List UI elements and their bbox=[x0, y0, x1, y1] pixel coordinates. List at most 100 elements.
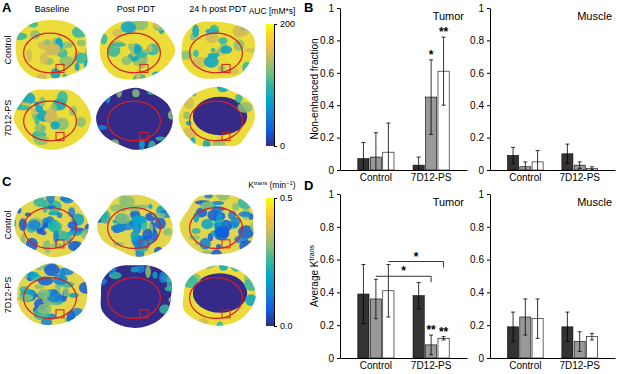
tumor-contour bbox=[24, 101, 77, 141]
text-segment: trans bbox=[308, 244, 315, 260]
map-texture bbox=[245, 294, 257, 306]
map-texture bbox=[68, 241, 82, 251]
x-tick: 7D12-PS bbox=[411, 358, 452, 371]
error-bar bbox=[442, 37, 446, 105]
map-texture bbox=[50, 121, 59, 129]
map-texture bbox=[131, 267, 139, 273]
map-texture bbox=[203, 140, 211, 148]
map-texture bbox=[130, 231, 138, 241]
plot-area bbox=[508, 299, 598, 358]
map-texture bbox=[122, 56, 132, 65]
error-bar bbox=[374, 133, 378, 170]
mri-map bbox=[92, 192, 176, 259]
map-texture bbox=[57, 212, 62, 218]
map-texture bbox=[41, 318, 52, 326]
mri-map bbox=[10, 189, 93, 258]
y-tick-mark bbox=[337, 40, 340, 41]
map-texture bbox=[40, 53, 49, 65]
y-tick-mark bbox=[487, 40, 490, 41]
y-tick: 0 bbox=[478, 353, 490, 364]
y-tick-label: 0.6 bbox=[320, 68, 334, 79]
y-tick: 0 bbox=[328, 353, 340, 364]
x-axis-line bbox=[341, 358, 468, 359]
map-texture bbox=[138, 82, 143, 88]
column-title: Post PDT bbox=[117, 4, 156, 14]
map-texture bbox=[11, 296, 18, 304]
y-tick: 1 bbox=[328, 189, 340, 200]
roi-square bbox=[222, 310, 230, 318]
chart-title: Muscle bbox=[577, 196, 612, 208]
map-background bbox=[178, 18, 258, 82]
map-texture bbox=[168, 295, 181, 304]
map-texture bbox=[69, 293, 79, 298]
colorbar-tick: 0 bbox=[274, 141, 285, 151]
y-tick-label: 0.8 bbox=[320, 35, 334, 46]
map-texture bbox=[62, 73, 67, 81]
x-axis: Control7D12-PS bbox=[341, 358, 468, 371]
map-texture bbox=[28, 220, 41, 230]
map-texture bbox=[204, 193, 213, 199]
chart-title: Muscle bbox=[577, 10, 612, 22]
tumor-contour bbox=[24, 278, 77, 319]
y-tick-label: 1 bbox=[328, 189, 334, 200]
map-texture bbox=[148, 204, 152, 209]
row-title: Control bbox=[3, 35, 13, 64]
text-segment: Non-enhanced fraction bbox=[309, 38, 320, 139]
y-tick-label: 1 bbox=[478, 3, 484, 14]
y-tick: 0.8 bbox=[470, 35, 490, 46]
error-bar bbox=[417, 157, 421, 170]
error-bar bbox=[523, 299, 527, 335]
y-tick-label: 1 bbox=[328, 3, 334, 14]
map-texture bbox=[191, 87, 197, 96]
y-tick-mark bbox=[337, 292, 340, 293]
tumor-contour bbox=[108, 101, 161, 141]
map-texture bbox=[63, 287, 69, 296]
map-texture bbox=[76, 117, 86, 127]
map-texture bbox=[211, 249, 222, 262]
map-texture bbox=[156, 137, 166, 141]
map-texture bbox=[72, 26, 87, 38]
map-texture bbox=[159, 271, 168, 283]
map-texture bbox=[218, 37, 228, 44]
map-texture bbox=[79, 282, 94, 294]
tumor-contour bbox=[190, 208, 243, 249]
x-tick-label: 7D12-PS bbox=[559, 360, 600, 371]
y-tick-mark bbox=[487, 325, 490, 326]
map-texture bbox=[128, 43, 133, 50]
tumor-contour bbox=[24, 208, 77, 249]
map-texture bbox=[42, 200, 48, 213]
map-texture bbox=[152, 271, 157, 278]
map-texture bbox=[163, 228, 172, 236]
mri-map bbox=[91, 262, 181, 328]
x-tick-label: Control bbox=[509, 172, 541, 183]
map-texture bbox=[204, 56, 219, 68]
map-texture bbox=[193, 50, 199, 57]
map-texture bbox=[151, 212, 165, 217]
y-tick-label: 0.6 bbox=[320, 254, 334, 265]
map-background bbox=[12, 262, 92, 328]
panel-label: A bbox=[2, 0, 12, 15]
tumor-contour bbox=[190, 101, 243, 141]
mri-map bbox=[178, 82, 258, 157]
roi-square bbox=[140, 64, 148, 72]
colorbar-tick-label: 200 bbox=[280, 19, 295, 29]
x-tick-label: 7D12-PS bbox=[559, 172, 600, 183]
y-tick-label: 0.2 bbox=[320, 320, 334, 331]
map-texture bbox=[81, 229, 94, 240]
mri-map bbox=[178, 258, 260, 333]
map-texture bbox=[152, 72, 162, 77]
y-tick-label: 0.8 bbox=[470, 35, 484, 46]
y-tick-mark bbox=[487, 170, 490, 171]
map-texture bbox=[183, 96, 194, 109]
panel-label: C bbox=[2, 174, 12, 189]
y-tick-mark bbox=[487, 292, 490, 293]
map-texture bbox=[201, 146, 212, 150]
map-background bbox=[178, 192, 258, 258]
error-bar bbox=[536, 299, 540, 338]
map-texture bbox=[51, 68, 61, 79]
significance-label: * bbox=[401, 264, 406, 278]
map-texture bbox=[234, 39, 245, 51]
map-background bbox=[96, 18, 176, 82]
map-texture bbox=[154, 19, 163, 28]
error-bar bbox=[578, 332, 582, 352]
